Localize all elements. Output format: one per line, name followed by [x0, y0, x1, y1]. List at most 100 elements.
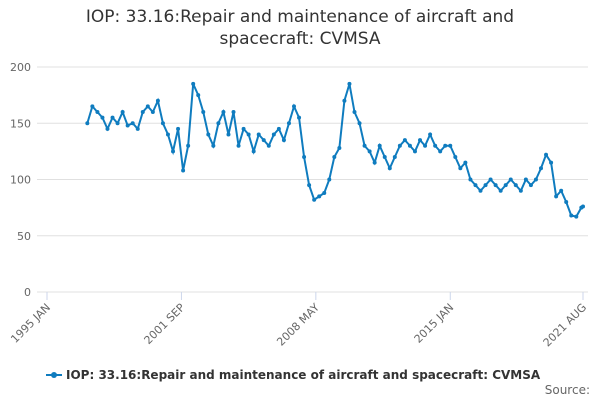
- point: [85, 121, 90, 126]
- point: [181, 168, 186, 173]
- point: [438, 149, 443, 154]
- point: [397, 143, 402, 148]
- point: [544, 152, 549, 157]
- point: [443, 143, 448, 148]
- point: [125, 123, 130, 128]
- point: [453, 155, 458, 159]
- point: [503, 183, 508, 188]
- x-tick-label: 2015 JAN: [412, 301, 457, 346]
- legend-label: IOP: 33.16:Repair and maintenance of air…: [66, 368, 541, 382]
- chart-title: IOP: 33.16:Repair and maintenance of air…: [85, 7, 515, 49]
- point: [488, 177, 493, 182]
- point: [95, 110, 100, 114]
- point: [538, 166, 543, 171]
- point: [513, 183, 518, 188]
- point: [90, 104, 95, 109]
- point: [115, 121, 120, 126]
- x-tick-label: 2001 SEP: [142, 301, 188, 347]
- point: [241, 126, 246, 131]
- point: [191, 81, 196, 86]
- point: [463, 160, 468, 165]
- point: [216, 121, 221, 126]
- point: [145, 104, 150, 109]
- y-tick-label: 50: [17, 230, 31, 243]
- point: [402, 138, 407, 143]
- point: [337, 146, 342, 150]
- legend-marker: [51, 372, 57, 378]
- point: [221, 110, 226, 114]
- point: [266, 143, 271, 148]
- point: [312, 197, 317, 202]
- point: [518, 188, 523, 193]
- point: [176, 126, 181, 131]
- point: [160, 121, 165, 126]
- point: [297, 115, 302, 120]
- point: [508, 177, 513, 182]
- point: [554, 194, 559, 199]
- point: [433, 143, 438, 148]
- point: [271, 132, 276, 137]
- point: [458, 166, 463, 171]
- point: [387, 166, 392, 171]
- source: Source:: [545, 383, 590, 397]
- point: [483, 183, 488, 188]
- point: [155, 98, 160, 103]
- point: [372, 160, 377, 165]
- point: [362, 143, 367, 148]
- point: [256, 132, 261, 137]
- point: [347, 81, 352, 86]
- point: [120, 110, 125, 114]
- point: [574, 214, 579, 219]
- point: [186, 143, 191, 148]
- point: [291, 104, 296, 109]
- point: [206, 132, 211, 137]
- point: [478, 188, 483, 193]
- point: [418, 138, 423, 143]
- point: [105, 126, 110, 131]
- y-tick-label: 100: [10, 174, 31, 187]
- point: [377, 143, 382, 148]
- point: [493, 183, 498, 188]
- point: [140, 110, 145, 114]
- point: [498, 188, 503, 193]
- point: [549, 160, 554, 165]
- point: [100, 115, 105, 120]
- point: [581, 204, 585, 209]
- line: [86, 83, 584, 218]
- point: [135, 126, 140, 131]
- point: [231, 110, 236, 114]
- point: [276, 126, 281, 131]
- point: [412, 149, 417, 154]
- y-tick-label: 200: [10, 61, 31, 74]
- point: [281, 138, 286, 143]
- y-tick-label: 0: [24, 286, 31, 299]
- point: [392, 155, 397, 159]
- point: [171, 149, 176, 154]
- point: [165, 132, 170, 137]
- point: [251, 149, 256, 154]
- point: [201, 110, 206, 114]
- point: [196, 93, 201, 98]
- point: [261, 138, 266, 143]
- point: [236, 143, 241, 148]
- point: [533, 177, 538, 182]
- point: [407, 143, 412, 148]
- point: [130, 121, 135, 126]
- point: [448, 143, 453, 148]
- x-tick-label: 1995 JAN: [8, 301, 53, 346]
- point: [468, 177, 473, 182]
- x-tick-label: 2008 MAY: [274, 301, 322, 349]
- point: [342, 98, 347, 103]
- point: [559, 188, 564, 193]
- point: [246, 132, 251, 137]
- point: [367, 149, 372, 154]
- point: [523, 177, 528, 182]
- point: [382, 155, 387, 159]
- point: [302, 155, 307, 159]
- point: [317, 194, 322, 199]
- point: [352, 110, 357, 114]
- point: [226, 132, 231, 137]
- point: [357, 121, 362, 126]
